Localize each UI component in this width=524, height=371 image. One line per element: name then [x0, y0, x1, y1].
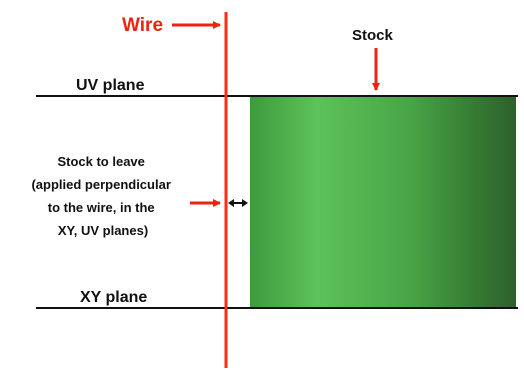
stock-to-leave-label: Stock to leave (applied perpendicular to…: [31, 154, 174, 238]
stock-to-leave-line-4: XY, UV planes): [58, 223, 148, 238]
gap-double-arrow: [228, 199, 248, 207]
xy-plane-label: XY plane: [80, 289, 147, 306]
stock-to-leave-line-3: to the wire, in the: [48, 200, 155, 215]
uv-plane-label: UV plane: [76, 77, 145, 94]
stock-block: [250, 96, 516, 308]
stock-label: Stock: [352, 27, 394, 44]
stock-to-leave-line-1: Stock to leave: [57, 154, 144, 169]
wire-label: Wire: [122, 15, 163, 36]
stock-to-leave-line-2: (applied perpendicular: [31, 177, 170, 192]
